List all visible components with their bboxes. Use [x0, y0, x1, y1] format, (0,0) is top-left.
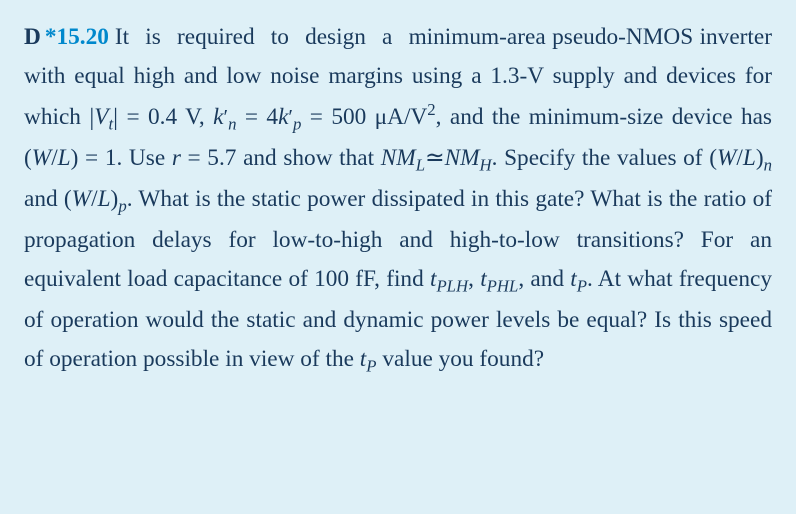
problem-label-number: *15.20 — [45, 24, 109, 50]
sub-phl: PHL — [487, 276, 519, 295]
sub-n: n — [764, 156, 772, 175]
var-nm: NM — [445, 145, 480, 171]
var-l: L — [58, 145, 71, 171]
text-segment: = 500 μA/V — [301, 104, 427, 130]
var-l: L — [743, 145, 756, 171]
var-k: k — [213, 104, 223, 130]
tplh-expr: tPLH — [430, 266, 468, 292]
kn-expr: k′n — [213, 104, 236, 130]
var-l: L — [98, 186, 111, 212]
sup-2: 2 — [427, 100, 435, 119]
sub-l: L — [416, 156, 425, 175]
nml-expr: NML — [381, 145, 425, 171]
problem-label-letter: D — [24, 24, 41, 50]
sub-p: p — [118, 196, 126, 215]
text-segment: value you found? — [377, 346, 545, 372]
var-v: V — [94, 104, 108, 130]
tp2-expr: tP — [360, 346, 377, 372]
var-w: W — [72, 186, 91, 212]
text-segment: = — [118, 104, 148, 130]
var-k: k — [278, 104, 288, 130]
sub-p: P — [577, 276, 587, 295]
text-segment: and ( — [24, 186, 72, 212]
text-segment: = 5.7 and show that — [181, 145, 381, 171]
sub-plh: PLH — [436, 276, 468, 295]
var-w: W — [717, 145, 736, 171]
sub-p: P — [366, 356, 376, 375]
var-nm: NM — [381, 145, 416, 171]
text-segment: , and — [518, 266, 570, 292]
abs-vt-expr: |Vt| — [89, 104, 118, 130]
problem-text: D*15.20It is required to design a minimu… — [24, 18, 772, 380]
text-segment: . Specify the values of ( — [492, 145, 717, 171]
var-w: W — [32, 145, 51, 171]
text-segment: 0.4 V, — [148, 104, 213, 130]
close-paren: ) — [756, 145, 764, 171]
approx-symbol: ≃ — [425, 145, 445, 171]
tphl-expr: tPHL — [480, 266, 518, 292]
var-r: r — [172, 145, 181, 171]
kp-expr: k′p — [278, 104, 301, 130]
text-segment: , — [468, 266, 480, 292]
sub-h: H — [480, 156, 492, 175]
tp-expr: tP — [570, 266, 587, 292]
text-segment: ) = 1. Use — [71, 145, 172, 171]
text-segment: It is required to design a minimum-area — [115, 24, 546, 50]
nmh-expr: NMH — [445, 145, 492, 171]
text-segment: = 4 — [236, 104, 278, 130]
